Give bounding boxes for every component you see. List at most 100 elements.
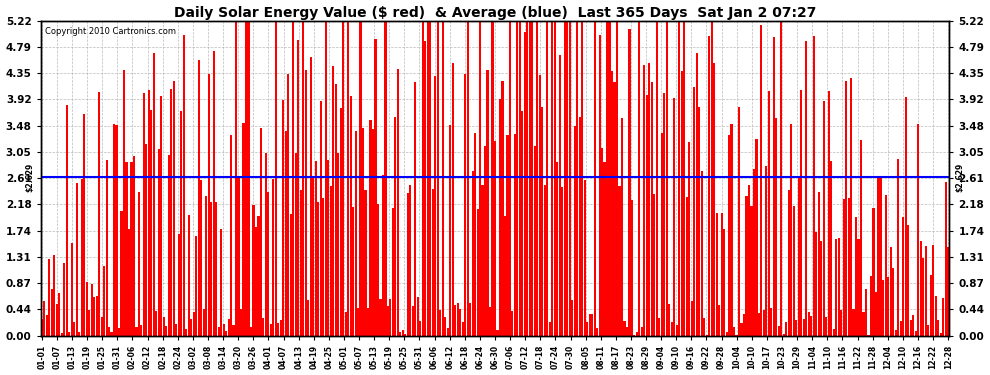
Bar [195, 236, 197, 336]
Bar [343, 21, 345, 336]
Bar [778, 326, 780, 336]
Bar [295, 153, 297, 336]
Bar [544, 184, 545, 336]
Bar [270, 324, 272, 336]
Bar [842, 199, 844, 336]
Bar [760, 25, 762, 336]
Bar [629, 29, 631, 336]
Bar [220, 229, 222, 336]
Bar [556, 162, 558, 336]
Bar [624, 321, 626, 336]
Bar [225, 331, 227, 336]
Bar [170, 89, 172, 336]
Bar [880, 178, 882, 336]
Bar [290, 214, 292, 336]
Bar [738, 107, 741, 336]
Bar [828, 92, 830, 336]
Bar [860, 140, 862, 336]
Bar [208, 74, 210, 336]
Bar [141, 325, 143, 336]
Bar [407, 193, 409, 336]
Bar [912, 315, 915, 336]
Bar [476, 209, 478, 336]
Bar [167, 156, 170, 336]
Bar [561, 187, 563, 336]
Bar [417, 297, 419, 336]
Bar [576, 21, 578, 336]
Bar [942, 298, 944, 336]
Bar [534, 146, 536, 336]
Bar [419, 321, 422, 336]
Bar [838, 238, 840, 336]
Bar [763, 310, 765, 336]
Bar [494, 141, 496, 336]
Bar [631, 200, 633, 336]
Bar [362, 128, 364, 336]
Bar [357, 308, 359, 336]
Bar [636, 332, 638, 336]
Bar [245, 21, 248, 336]
Bar [890, 247, 892, 336]
Bar [409, 185, 412, 336]
Bar [160, 96, 162, 336]
Bar [836, 239, 838, 336]
Bar [297, 40, 299, 336]
Bar [596, 328, 598, 336]
Bar [818, 192, 820, 336]
Bar [404, 334, 407, 336]
Bar [332, 66, 335, 336]
Bar [780, 21, 782, 336]
Bar [857, 239, 859, 336]
Bar [133, 156, 135, 336]
Bar [55, 304, 57, 336]
Bar [499, 99, 501, 336]
Bar [803, 320, 805, 336]
Bar [616, 21, 618, 336]
Bar [136, 327, 138, 336]
Bar [519, 21, 521, 336]
Bar [93, 297, 95, 336]
Bar [243, 123, 245, 336]
Bar [790, 124, 792, 336]
Bar [223, 324, 225, 336]
Bar [915, 331, 917, 336]
Bar [80, 179, 83, 336]
Bar [108, 327, 110, 336]
Bar [65, 105, 67, 336]
Bar [389, 299, 391, 336]
Bar [606, 21, 608, 336]
Bar [148, 90, 149, 336]
Bar [481, 185, 483, 336]
Bar [73, 322, 75, 336]
Bar [728, 135, 730, 336]
Bar [940, 333, 941, 336]
Bar [527, 21, 529, 336]
Bar [514, 134, 516, 336]
Bar [471, 171, 473, 336]
Bar [793, 206, 795, 336]
Bar [676, 324, 678, 336]
Bar [742, 314, 745, 336]
Bar [833, 328, 835, 336]
Bar [798, 178, 800, 336]
Bar [905, 97, 907, 336]
Bar [131, 162, 133, 336]
Bar [432, 189, 434, 336]
Bar [830, 161, 833, 336]
Bar [609, 21, 611, 336]
Bar [49, 259, 50, 336]
Bar [591, 314, 593, 336]
Bar [451, 63, 453, 336]
Bar [768, 91, 770, 336]
Bar [275, 21, 277, 336]
Bar [718, 304, 720, 336]
Bar [706, 335, 708, 336]
Bar [188, 215, 190, 336]
Bar [143, 93, 145, 336]
Bar [445, 317, 446, 336]
Bar [648, 63, 650, 336]
Bar [496, 330, 499, 336]
Bar [238, 178, 240, 336]
Bar [747, 185, 750, 336]
Bar [456, 303, 458, 336]
